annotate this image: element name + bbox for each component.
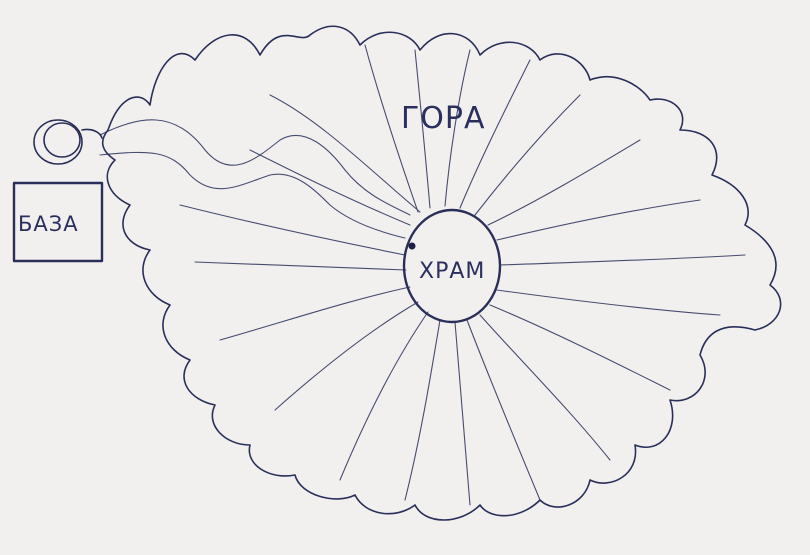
ridge-path-lower: [99, 151, 406, 239]
ridge-line: [496, 199, 701, 241]
ridge-line: [364, 44, 419, 213]
ridge-line: [496, 289, 721, 316]
ridge-line: [219, 286, 411, 341]
ridge-line: [274, 301, 419, 411]
ridge-line: [269, 94, 421, 213]
ridge-line: [194, 261, 407, 271]
base-box: [12, 181, 104, 263]
temple-label: ХРАМ: [419, 259, 485, 284]
mountain-outline: [101, 25, 782, 521]
base-marker-icon: [33, 119, 103, 165]
ridge-line: [479, 314, 611, 461]
ridge-line: [474, 94, 581, 216]
ridge-line: [339, 311, 429, 481]
ridge-line: [249, 149, 411, 226]
ridge-line: [404, 319, 441, 501]
base-label: БАЗА: [18, 212, 79, 236]
ridge-line: [487, 139, 641, 226]
ridge-line: [444, 49, 471, 207]
mountain-label: ГОРА: [401, 101, 486, 136]
ridge-line: [466, 319, 541, 501]
ridge-line: [414, 49, 431, 209]
ridge-lines: [179, 44, 746, 506]
ridge-line: [179, 204, 406, 256]
ridge-line: [489, 304, 671, 391]
temple-circle: [402, 208, 502, 324]
ridge-line: [454, 321, 471, 506]
ridge-path-upper: [99, 119, 411, 216]
marker-dot: [408, 242, 416, 250]
ridge-line: [459, 59, 531, 209]
ridge-line: [499, 254, 746, 266]
